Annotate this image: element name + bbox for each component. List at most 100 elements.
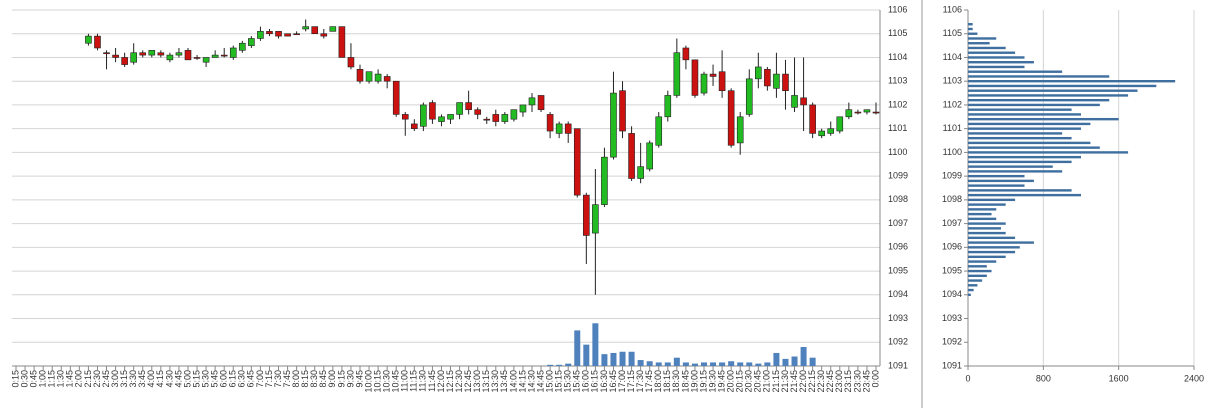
candle-body xyxy=(347,57,355,68)
x-tick-label: 19:00 xyxy=(689,370,699,393)
candle-body xyxy=(818,130,825,137)
candle-body xyxy=(546,114,554,132)
x-tick-label: 20:30 xyxy=(744,370,754,393)
candle-body xyxy=(655,116,663,146)
profile-bar xyxy=(968,198,1016,202)
volume-bar xyxy=(655,362,662,366)
candle-body xyxy=(401,114,409,120)
x-tick-label: 8:30 xyxy=(309,370,319,388)
candle-body xyxy=(845,109,853,118)
volume-bar xyxy=(565,363,572,366)
volume-bar xyxy=(719,362,726,366)
y-tick-label: 1096 xyxy=(942,242,962,252)
x-tick-label: 21:15 xyxy=(771,370,781,393)
x-tick-label: 9:00 xyxy=(327,370,337,388)
candle-body xyxy=(175,52,183,56)
x-tick-label: 16:15 xyxy=(590,370,600,393)
candle-body xyxy=(383,76,391,82)
profile-bar xyxy=(968,51,1016,54)
candle-body xyxy=(148,50,156,56)
candle-body xyxy=(809,104,816,134)
y-tick-label: 1095 xyxy=(888,265,908,275)
y-tick-label: 1091 xyxy=(942,360,962,370)
y-tick-label: 1093 xyxy=(942,313,962,323)
candle-body xyxy=(564,123,572,134)
candle-body xyxy=(727,90,735,146)
profile-bar xyxy=(968,193,1081,197)
candle-body xyxy=(682,47,690,61)
profile-bar xyxy=(968,288,974,292)
volume-bar xyxy=(619,351,626,366)
x-tick-label: 6:45 xyxy=(246,370,256,388)
profile-bar xyxy=(968,113,1081,116)
x-tick-label: 0:45 xyxy=(28,370,38,388)
profile-bar xyxy=(968,98,1110,102)
volume-bar xyxy=(728,361,735,366)
candle-body xyxy=(863,109,871,113)
profile-bar xyxy=(968,132,1063,135)
x-tick-label: 23:30 xyxy=(852,370,862,393)
candle-body xyxy=(220,54,228,57)
x-tick-label: 19:45 xyxy=(716,370,726,393)
y-tick-label: 1105 xyxy=(943,28,962,38)
candle-body xyxy=(392,80,400,115)
profile-bar xyxy=(968,122,1091,126)
x-tick-label: 7:15 xyxy=(264,370,274,388)
profile-bar xyxy=(968,241,1034,244)
x-tick-label: 15:15 xyxy=(554,370,564,393)
candle-body xyxy=(501,114,509,122)
x-tick-label: 16:45 xyxy=(608,370,618,393)
x-tick-label: 2:45 xyxy=(101,370,111,388)
profile-bar xyxy=(968,151,1129,154)
profile-bar xyxy=(968,75,1110,78)
candle-body xyxy=(709,73,717,77)
profile-bar xyxy=(968,174,1025,178)
candle-body xyxy=(338,26,346,58)
candle-body xyxy=(483,118,491,121)
profile-bar xyxy=(968,284,978,287)
x-tick-label: 7:45 xyxy=(282,370,292,388)
volume-bar xyxy=(637,360,644,366)
profile-bar xyxy=(968,222,1006,225)
profile-bar xyxy=(968,127,1081,130)
x-tick-label: 9:15 xyxy=(336,370,346,388)
x-tick-label: 800 xyxy=(1036,373,1051,383)
x-tick-label: 9:45 xyxy=(354,370,364,388)
candle-body xyxy=(456,102,463,115)
profile-bar xyxy=(968,27,973,31)
x-tick-label: 10:30 xyxy=(382,370,392,393)
profile-bar xyxy=(968,255,1006,259)
x-tick-label: 6:00 xyxy=(219,370,229,388)
x-tick-label: 23:45 xyxy=(861,370,871,393)
candle-body xyxy=(447,114,454,120)
profile-bar xyxy=(968,37,997,40)
y-tick-label: 1099 xyxy=(888,171,908,181)
y-tick-label: 1098 xyxy=(888,194,908,204)
profile-bar xyxy=(968,217,997,221)
x-tick-label: 21:45 xyxy=(789,370,799,393)
x-tick-label: 10:00 xyxy=(363,370,373,393)
x-tick-label: 14:15 xyxy=(517,370,527,393)
candle-body xyxy=(420,104,427,127)
profile-bar xyxy=(968,146,1100,149)
x-tick-label: 9:30 xyxy=(345,370,355,388)
y-tick-label: 1103 xyxy=(943,76,962,86)
profile-bar xyxy=(968,250,1016,254)
profile-bar xyxy=(968,236,1016,240)
candle-body xyxy=(764,69,771,87)
volume-bar xyxy=(673,357,680,366)
profile-bar xyxy=(968,208,997,211)
x-tick-label: 17:15 xyxy=(626,370,636,393)
y-tick-label: 1106 xyxy=(888,4,907,14)
candle-body xyxy=(791,95,798,108)
candle-body xyxy=(773,73,780,89)
volume-bar xyxy=(592,323,599,366)
x-tick-label: 3:45 xyxy=(137,370,147,388)
x-tick-label: 0:00 xyxy=(870,370,880,388)
profile-bar xyxy=(968,56,1025,59)
x-tick-label: 13:15 xyxy=(481,370,491,393)
volume-bar xyxy=(746,362,753,366)
candle-body xyxy=(284,33,291,37)
profile-bar xyxy=(968,269,992,273)
